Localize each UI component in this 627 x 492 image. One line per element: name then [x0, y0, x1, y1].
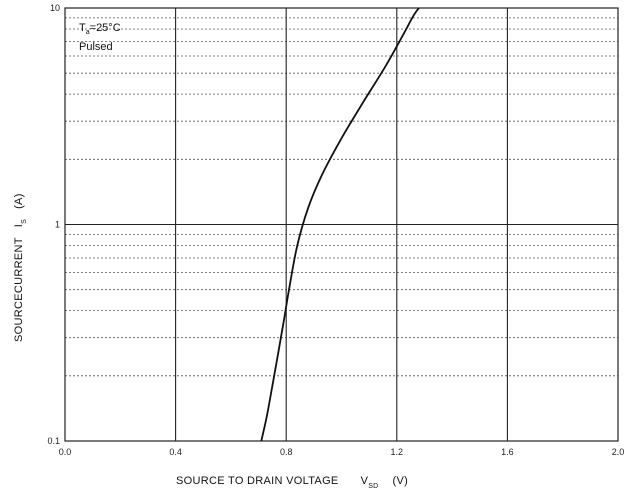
annotation: Ta=25°C Pulsed [79, 22, 121, 53]
x-axis-label: SOURCE TO DRAIN VOLTAGE VSD (V) [176, 475, 408, 490]
y-tick-label: 0.1 [47, 436, 60, 446]
plot-frame [64, 7, 619, 442]
x-tick-labels: 0.0 0.4 0.8 1.2 1.6 2.0 [59, 447, 625, 457]
y-tick-labels: 0.1 1 10 [47, 3, 60, 446]
minor-gridlines [65, 17, 618, 377]
x-tick-label: 0.0 [59, 447, 72, 457]
y-tick-label: 10 [50, 3, 60, 13]
x-tick-label: 2.0 [612, 447, 625, 457]
x-tick-label: 1.2 [391, 447, 404, 457]
y-axis-label: SOURCECURRENTIS(A) [13, 193, 28, 342]
x-tick-label: 0.4 [169, 447, 182, 457]
series-line [260, 7, 420, 442]
major-gridlines [65, 8, 618, 441]
x-tick-label: 0.8 [280, 447, 293, 457]
annotation-line2: Pulsed [79, 41, 113, 53]
y-tick-label: 1 [55, 220, 60, 230]
annotation-line1: Ta=25°C [79, 22, 121, 36]
x-tick-label: 1.6 [501, 447, 514, 457]
series-layer [260, 7, 420, 442]
